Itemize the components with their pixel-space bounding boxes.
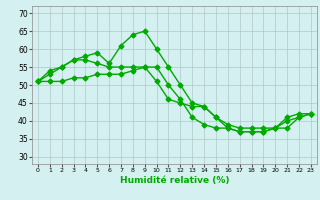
X-axis label: Humidité relative (%): Humidité relative (%) <box>120 176 229 185</box>
